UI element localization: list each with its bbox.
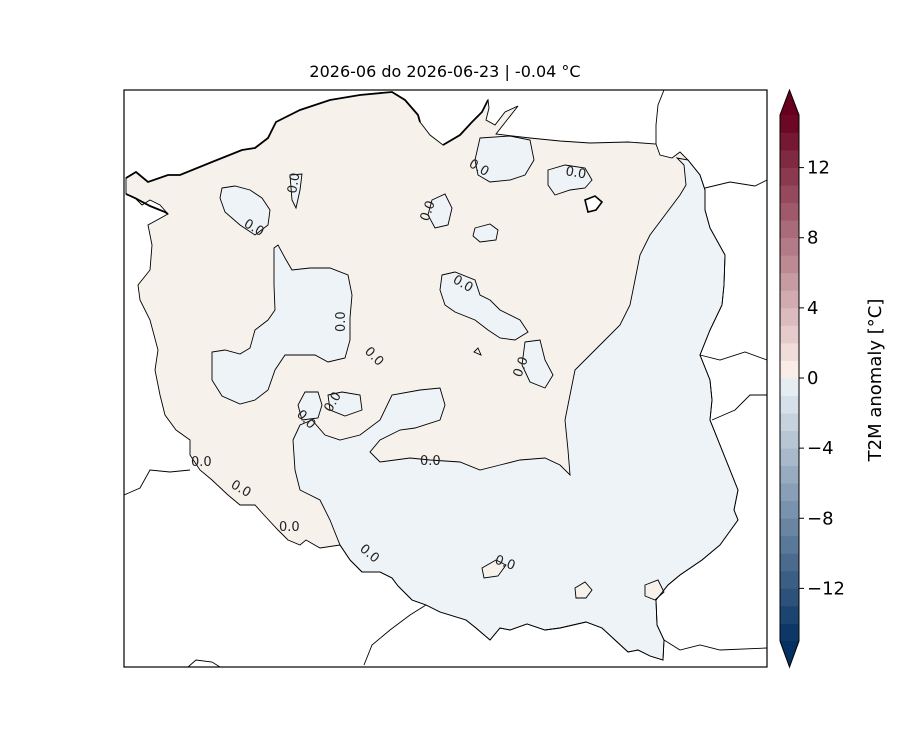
contour-label: 0.0 (285, 172, 303, 195)
negative-anomaly-regions (211, 135, 739, 661)
contour-label: 0.0 (334, 311, 349, 332)
map-frame (123, 89, 768, 668)
colorbar-segment (780, 500, 799, 519)
small-negative-region-1 (472, 223, 499, 243)
colorbar: 12 8 4 0 −4 −8 −12 T2M anomaly [°C] (779, 88, 886, 669)
colorbar-segments (779, 88, 800, 669)
contour-label: 0.0 (493, 553, 518, 574)
map-title: 2026-06 do 2026-06-23 | -0.04 °C (309, 62, 580, 81)
colorbar-segment (780, 623, 799, 642)
colorbar-min-extension (780, 641, 799, 667)
colorbar-segment (780, 378, 799, 396)
colorbar-segment (780, 570, 799, 589)
contour-label: 0.0 (191, 455, 212, 470)
central-north-negative-region (439, 271, 529, 341)
lake-outline (584, 195, 604, 213)
north-east-negative-region (547, 164, 593, 196)
colorbar-segment (780, 535, 799, 554)
colorbar-outline (779, 88, 800, 669)
positive-island-2 (574, 581, 593, 599)
colorbar-tick-label: 8 (807, 228, 818, 249)
colorbar-segment (780, 605, 799, 624)
colorbar-segment (780, 115, 799, 133)
colorbar-segment (780, 325, 799, 344)
baltic-coastline (125, 91, 489, 215)
colorbar-tick-label: 12 (807, 158, 830, 179)
colorbar-segment (780, 448, 799, 467)
central-west-negative-region (211, 244, 353, 405)
colorbar-tick-label: −4 (807, 438, 834, 459)
small-negative-region-6 (327, 391, 363, 417)
colorbar-segment (780, 518, 799, 537)
colorbar-segment (780, 290, 799, 309)
positive-anomaly-islands (473, 347, 665, 601)
small-negative-region-4 (289, 173, 303, 210)
colorbar-segment (780, 588, 799, 607)
colorbar-segment (780, 342, 799, 361)
contour-label: 0.0 (420, 454, 441, 469)
colorbar-segment (780, 553, 799, 572)
colorbar-segment (780, 237, 799, 256)
small-negative-region-3 (427, 193, 453, 229)
contour-label: 0.0 (511, 355, 532, 380)
small-negative-region-5 (297, 391, 323, 421)
colorbar-label: T2M anomaly [°C] (865, 299, 886, 463)
colorbar-segment (780, 167, 799, 186)
colorbar-tick-label: −8 (807, 508, 834, 529)
colorbar-tick-label: 4 (807, 298, 818, 319)
west-small-negative-region (219, 185, 271, 236)
contour-label: 0.0 (564, 164, 587, 182)
contour-label: 0.0 (279, 520, 300, 535)
colorbar-segment (780, 483, 799, 502)
colorbar-segment (780, 220, 799, 239)
colorbar-segment (780, 430, 799, 449)
colorbar-tick-label: −12 (807, 578, 845, 599)
colorbar-segment (780, 255, 799, 274)
map-axes: 0.0 0.0 0.0 0.0 0.0 0.0 0.0 0.0 0.0 0.0 … (123, 89, 768, 668)
colorbar-segment (780, 185, 799, 204)
colorbar-ticks: 12 8 4 0 −4 −8 −12 (799, 158, 845, 599)
contour-label: 0.0 (418, 199, 439, 224)
colorbar-segment (780, 395, 799, 414)
colorbar-segment (780, 465, 799, 484)
colorbar-segment (780, 307, 799, 326)
colorbar-tick-label: 0 (807, 368, 818, 389)
positive-island-1 (481, 559, 507, 579)
colorbar-segment (780, 360, 799, 379)
positive-island-4 (473, 347, 482, 356)
colorbar-segment (780, 132, 799, 151)
colorbar-segment (780, 150, 799, 168)
colorbar-segment (780, 272, 799, 291)
colorbar-segment (780, 202, 799, 221)
colorbar-segment (780, 413, 799, 431)
small-negative-region-2 (521, 339, 554, 389)
north-coast-negative-region (474, 135, 535, 183)
neighbour-borders (123, 89, 768, 668)
colorbar-max-extension (780, 90, 799, 115)
